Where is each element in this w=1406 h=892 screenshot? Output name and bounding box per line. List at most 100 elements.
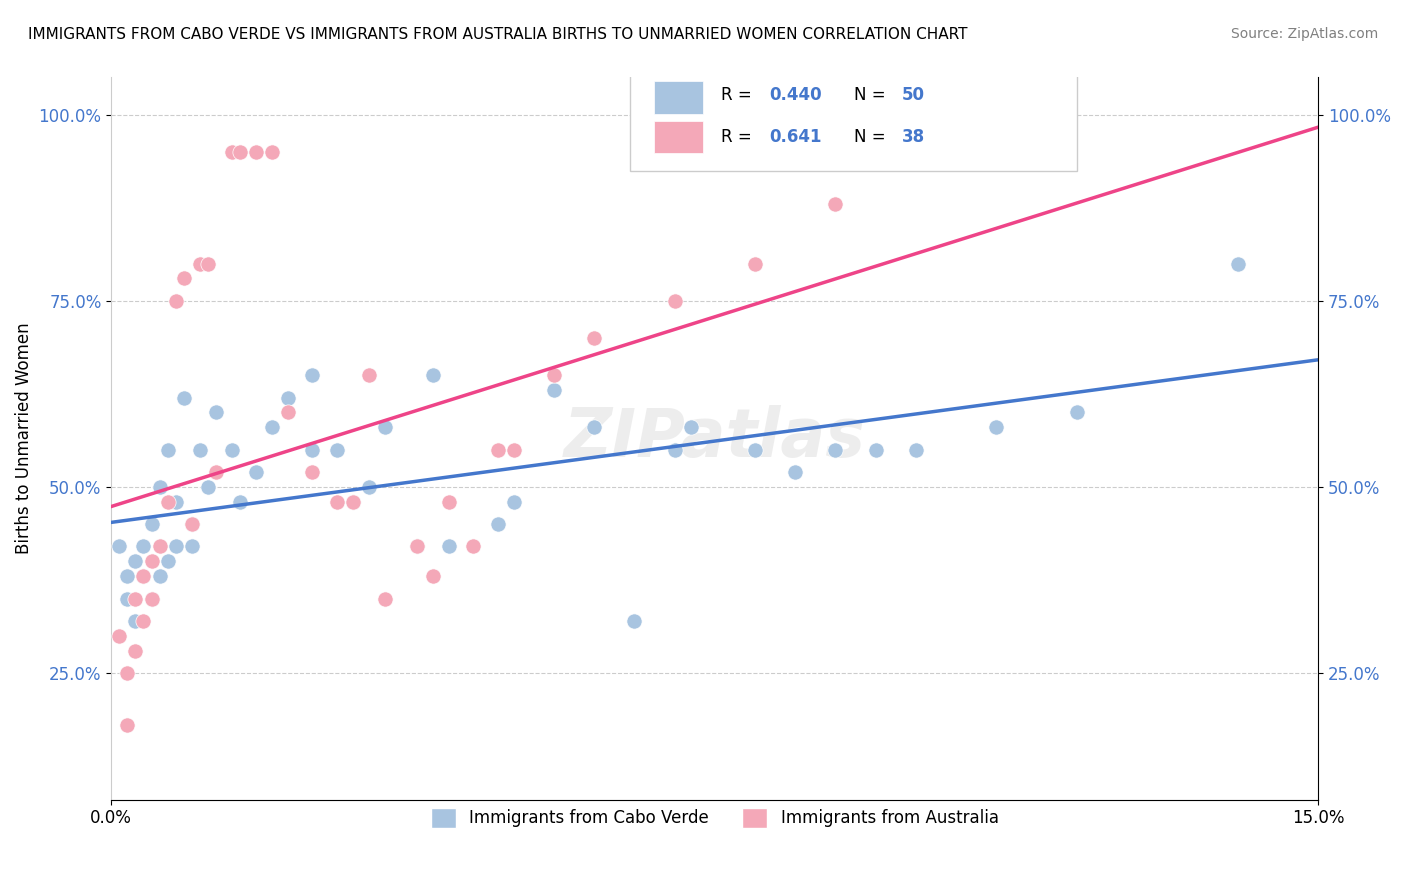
Point <box>124 554 146 568</box>
Point <box>108 540 131 554</box>
Point <box>173 391 195 405</box>
Point <box>865 442 887 457</box>
Point <box>229 145 252 159</box>
Point <box>664 293 686 308</box>
Point <box>824 197 846 211</box>
Point <box>325 495 347 509</box>
Text: N =: N = <box>853 128 890 145</box>
Point <box>824 442 846 457</box>
Point <box>744 442 766 457</box>
Point <box>744 256 766 270</box>
Point <box>188 442 211 457</box>
Point <box>422 569 444 583</box>
Point <box>117 665 139 680</box>
Point <box>325 442 347 457</box>
Point <box>904 442 927 457</box>
Text: ZIPatlas: ZIPatlas <box>564 406 866 472</box>
Point <box>357 368 380 383</box>
Point <box>180 517 202 532</box>
Point <box>583 420 606 434</box>
Point <box>205 405 228 419</box>
Point <box>374 591 396 606</box>
Point <box>156 442 179 457</box>
Point <box>197 256 219 270</box>
Point <box>205 465 228 479</box>
Point <box>486 517 509 532</box>
Point <box>1066 405 1088 419</box>
Point <box>156 495 179 509</box>
Point <box>188 256 211 270</box>
FancyBboxPatch shape <box>654 81 703 113</box>
Point <box>277 391 299 405</box>
Point <box>132 614 155 628</box>
Point <box>543 368 565 383</box>
Point <box>108 629 131 643</box>
Point <box>785 465 807 479</box>
Point <box>229 495 252 509</box>
Point <box>124 643 146 657</box>
Point <box>245 145 267 159</box>
Text: R =: R = <box>721 128 756 145</box>
Point <box>342 495 364 509</box>
Point <box>221 145 243 159</box>
Point <box>1226 256 1249 270</box>
Text: R =: R = <box>721 87 756 104</box>
Point <box>156 554 179 568</box>
Point <box>986 420 1008 434</box>
Point <box>301 368 323 383</box>
Point <box>245 465 267 479</box>
Point <box>180 540 202 554</box>
Point <box>277 405 299 419</box>
Point <box>141 554 163 568</box>
Point <box>117 718 139 732</box>
Point <box>262 420 284 434</box>
Point <box>664 442 686 457</box>
FancyBboxPatch shape <box>654 120 703 153</box>
Point <box>374 420 396 434</box>
Point <box>173 271 195 285</box>
Point <box>180 517 202 532</box>
Point <box>141 591 163 606</box>
Point <box>124 591 146 606</box>
Point <box>301 465 323 479</box>
Point <box>132 569 155 583</box>
Point <box>543 383 565 397</box>
Point <box>301 442 323 457</box>
Point <box>117 569 139 583</box>
Point <box>132 569 155 583</box>
Y-axis label: Births to Unmarried Women: Births to Unmarried Women <box>15 323 32 554</box>
Point <box>165 293 187 308</box>
Point <box>165 540 187 554</box>
Point <box>357 480 380 494</box>
Point <box>197 480 219 494</box>
Point <box>583 331 606 345</box>
Point <box>502 495 524 509</box>
Point <box>463 540 485 554</box>
Point <box>342 495 364 509</box>
Text: IMMIGRANTS FROM CABO VERDE VS IMMIGRANTS FROM AUSTRALIA BIRTHS TO UNMARRIED WOME: IMMIGRANTS FROM CABO VERDE VS IMMIGRANTS… <box>28 27 967 42</box>
Point <box>502 442 524 457</box>
Point <box>148 540 170 554</box>
Point <box>439 495 461 509</box>
Text: 50: 50 <box>901 87 925 104</box>
Point <box>406 540 429 554</box>
Point <box>141 517 163 532</box>
Text: 38: 38 <box>901 128 925 145</box>
Point <box>124 614 146 628</box>
Point <box>221 442 243 457</box>
Point <box>406 540 429 554</box>
Point <box>148 480 170 494</box>
Legend: Immigrants from Cabo Verde, Immigrants from Australia: Immigrants from Cabo Verde, Immigrants f… <box>425 801 1005 835</box>
Text: 0.440: 0.440 <box>769 87 821 104</box>
FancyBboxPatch shape <box>630 63 1077 171</box>
Point <box>165 495 187 509</box>
Point <box>262 145 284 159</box>
Text: N =: N = <box>853 87 890 104</box>
Point <box>422 368 444 383</box>
Point <box>132 540 155 554</box>
Point <box>486 442 509 457</box>
Point <box>148 569 170 583</box>
Point <box>117 591 139 606</box>
Point <box>623 614 645 628</box>
Point <box>679 420 702 434</box>
